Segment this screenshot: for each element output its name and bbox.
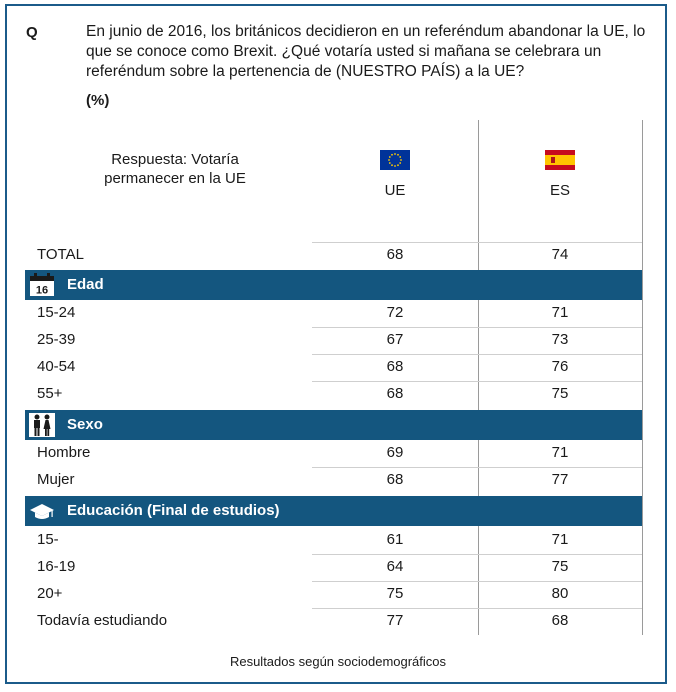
eu-flag-icon [380,150,410,170]
row-label: 16-19 [37,558,76,575]
value-ue: 68 [386,471,404,488]
value-es: 75 [551,558,569,575]
value-ue: 72 [386,304,404,321]
value-es: 77 [551,471,569,488]
value-es: 71 [551,444,569,461]
svg-text:16: 16 [36,285,48,297]
value-es: 80 [551,585,569,602]
row-label: 40-54 [37,358,76,375]
table-row: 20+ 75 80 [25,581,642,609]
value-es: 73 [551,331,569,348]
row-label: Todavía estudiando [37,612,168,629]
section-header-sexo: Sexo [25,410,642,440]
value-ue: 77 [386,612,404,629]
value-ue: 75 [386,585,404,602]
value-ue: 68 [386,246,404,263]
footer-caption: Resultados según sociodemográficos [229,654,447,669]
row-divider [312,327,642,328]
response-header: Respuesta: Votaría permanecer en la UE [104,151,246,187]
table-row: 40-54 68 76 [25,354,642,382]
value-es: 71 [551,304,569,321]
column-divider-es [642,120,643,635]
row-divider [312,581,642,582]
column-header-ue: UE [384,182,406,199]
row-label: Mujer [37,471,75,488]
value-ue: 68 [386,385,404,402]
section-header-educacion: Educación (Final de estudios) [25,496,642,526]
row-divider [312,467,642,468]
column-header-es: ES [549,182,570,199]
calendar-icon: 16 [30,273,54,297]
table-row: 16-19 64 75 [25,554,642,582]
row-label: Hombre [37,444,91,461]
value-es: 71 [551,531,569,548]
man-woman-icon [29,413,55,437]
value-es: 68 [551,612,569,629]
table-row: 15-24 72 71 [25,300,642,328]
column-divider-ue [478,120,479,635]
row-label: 25-39 [37,331,76,348]
spain-flag-icon [545,150,575,170]
question-text: En junio de 2016, los británicos decidie… [86,23,646,80]
value-es: 74 [551,246,569,263]
value-ue: 69 [386,444,404,461]
table-row: Hombre 69 71 [25,440,642,468]
row-divider [312,554,642,555]
table-row: Mujer 68 77 [25,467,642,495]
row-divider [312,354,642,355]
graduation-cap-icon [30,504,54,519]
row-label: 55+ [37,385,63,402]
table-row: 55+ 68 75 [25,381,642,409]
section-title: Sexo [67,416,103,433]
unit-label: (%) [86,92,110,109]
value-es: 76 [551,358,569,375]
header-rule [312,242,642,243]
section-title: Educación (Final de estudios) [67,502,280,519]
value-ue: 67 [386,331,404,348]
table-row: Todavía estudiando 77 68 [25,608,642,636]
value-es: 75 [551,385,569,402]
value-ue: 68 [386,358,404,375]
row-divider [312,608,642,609]
row-label: 15-24 [37,304,76,321]
table-row: 25-39 67 73 [25,327,642,355]
question-label: Q [26,24,38,41]
survey-frame [5,4,667,684]
value-ue: 61 [386,531,404,548]
row-label: 20+ [37,585,63,602]
section-title: Edad [67,276,104,293]
row-divider [312,381,642,382]
table-row: TOTAL 68 74 [25,242,642,270]
section-header-edad: 16 Edad [25,270,642,300]
row-label: 15- [37,531,59,548]
row-label: TOTAL [37,246,84,263]
table-row: 15- 61 71 [25,527,642,555]
value-ue: 64 [386,558,404,575]
